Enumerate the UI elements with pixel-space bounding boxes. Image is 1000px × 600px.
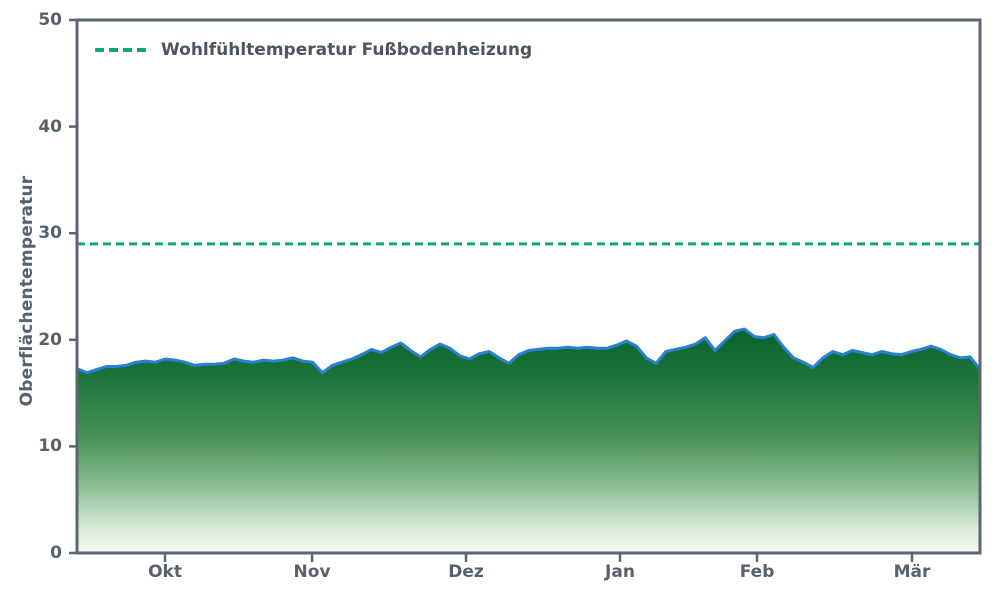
x-tick-label: Feb [739, 562, 775, 582]
y-tick-label: 30 [38, 223, 62, 244]
plot-border [75, 18, 982, 555]
x-tick-label: Nov [293, 562, 331, 582]
x-tick-label: Okt [148, 562, 182, 582]
x-tick-label: Dez [448, 562, 484, 582]
temperature-area [77, 329, 980, 553]
y-tick-label: 0 [50, 543, 62, 563]
legend-label: Wohlfühltemperatur Fußbodenheizung [161, 40, 533, 60]
dashed-line-swatch [95, 48, 146, 52]
y-tick-label: 10 [38, 436, 62, 457]
y-tick-label: 20 [38, 329, 62, 350]
y-tick-label: 40 [38, 116, 62, 137]
x-tick-label: Mär [893, 562, 931, 582]
y-axis-title: Oberflächentemperatur [17, 175, 37, 407]
x-tick-label: Jan [605, 562, 635, 582]
legend: Wohlfühltemperatur Fußbodenheizung [95, 38, 532, 62]
temperature-line [75, 327, 982, 375]
y-tick-label: 50 [38, 10, 62, 30]
